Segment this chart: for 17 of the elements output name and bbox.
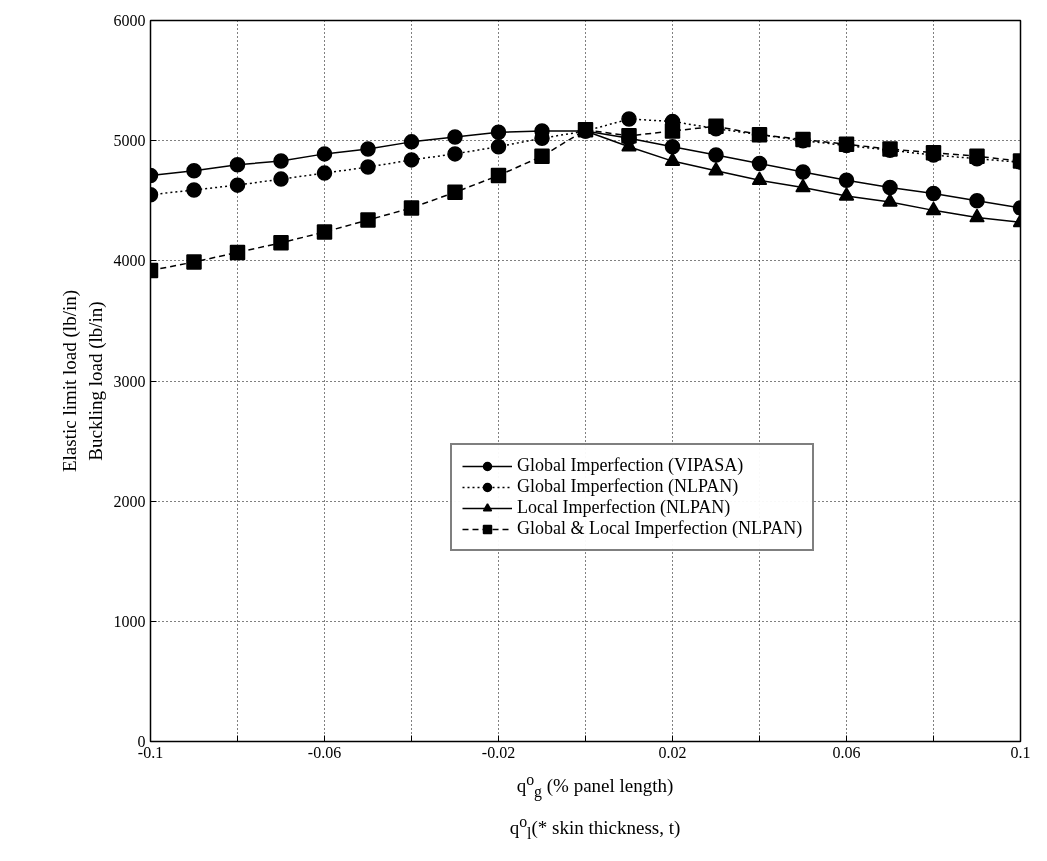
y-tick-label: 2000: [113, 492, 146, 510]
x-tick-label: -0.02: [481, 743, 516, 761]
text: q$^{o}$$_{g}$ (% panel length) q$^{o}$$_{l}$(* skin thickness, t): [509, 771, 681, 843]
y-tick-label: 5000: [113, 132, 146, 150]
y-tick-label: 3000: [113, 372, 146, 390]
x-tick-label: 0.02: [658, 743, 687, 761]
legend-label: Local Imperfection (NLPAN): [517, 497, 731, 518]
y-axis-title: Elastic limit load (lb/in) Buckling load (lb/in): [59, 289, 107, 473]
y-tick-label: 6000: [113, 12, 146, 29]
y-tick-label: 4000: [113, 252, 146, 270]
x-tick-label: 0.06: [832, 743, 861, 761]
x-tick-label: -0.06: [307, 743, 342, 761]
legend-label: Global & Local Imperfection (NLPAN): [517, 518, 803, 539]
y-tick-label: 1000: [113, 612, 146, 630]
legend-label: Global Imperfection (VIPASA): [517, 455, 744, 476]
legend-label: Global Imperfection (NLPAN): [517, 476, 739, 497]
x-tick-label: 0.1: [1010, 743, 1031, 761]
